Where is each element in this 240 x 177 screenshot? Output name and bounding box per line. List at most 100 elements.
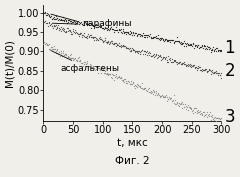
Point [50,18,54,20]
Point [81,64,85,67]
Point [50,48,54,51]
Point [116,75,120,78]
Point [150,53,154,56]
Point [177,104,180,107]
Point [175,101,179,103]
Point [220,50,223,53]
Point [156,54,160,57]
Point [103,70,107,73]
Point [112,42,116,45]
Point [166,55,170,58]
Point [198,65,202,68]
Point [184,44,188,47]
Point [121,44,125,47]
Point [183,102,187,105]
Point [137,33,140,35]
Point [84,63,88,66]
Point [188,106,192,109]
Point [55,48,59,51]
Point [181,61,185,64]
Point [90,24,94,27]
Point [142,87,146,90]
Point [58,54,62,57]
Point [105,28,109,31]
Point [186,103,190,106]
Point [102,67,105,70]
Point [42,11,45,13]
Point [111,28,115,31]
Point [146,34,150,36]
Point [128,32,132,35]
Point [55,17,59,20]
Point [169,39,173,42]
Point [65,21,69,24]
Point [65,57,69,60]
Point [182,62,186,65]
Point [180,101,184,104]
Point [131,81,135,84]
Point [51,16,55,19]
Point [120,79,124,82]
Point [87,21,91,24]
Point [193,111,197,114]
Point [140,48,144,51]
Point [191,64,195,67]
Point [65,30,68,33]
Point [179,102,182,104]
Point [68,29,72,32]
Point [177,40,181,43]
Point [108,73,112,76]
Point [77,34,81,37]
Point [212,71,216,73]
Point [115,77,119,79]
Point [198,112,202,115]
Point [54,51,58,54]
Point [172,59,176,61]
Point [116,30,120,33]
Point [152,36,156,38]
Point [185,106,189,109]
Point [184,43,188,46]
Point [208,111,212,114]
Point [125,47,128,50]
Point [220,72,223,75]
Point [84,62,87,65]
Point [132,34,136,37]
Point [133,87,137,90]
Point [121,45,125,48]
Point [108,27,112,30]
Point [137,50,141,52]
Point [91,37,95,39]
Point [157,94,161,96]
Point [55,25,59,28]
Point [204,113,208,116]
Point [218,118,222,121]
Point [167,39,171,42]
Point [83,21,87,24]
Point [57,28,61,31]
Point [145,36,149,38]
Point [199,111,203,114]
Point [119,76,123,79]
Point [70,57,74,59]
Point [205,70,209,72]
Point [158,95,162,98]
Point [125,31,129,33]
Point [212,116,216,119]
Point [85,36,89,39]
Point [76,20,80,23]
Point [124,82,128,85]
Point [177,60,180,63]
Point [149,54,153,57]
Point [218,50,222,53]
Point [117,28,121,31]
Point [63,20,66,22]
Point [49,23,53,26]
Point [100,27,104,29]
Point [97,25,101,28]
Point [145,33,149,36]
Point [218,73,222,76]
Point [218,73,222,76]
Point [80,36,84,39]
Point [134,32,138,34]
